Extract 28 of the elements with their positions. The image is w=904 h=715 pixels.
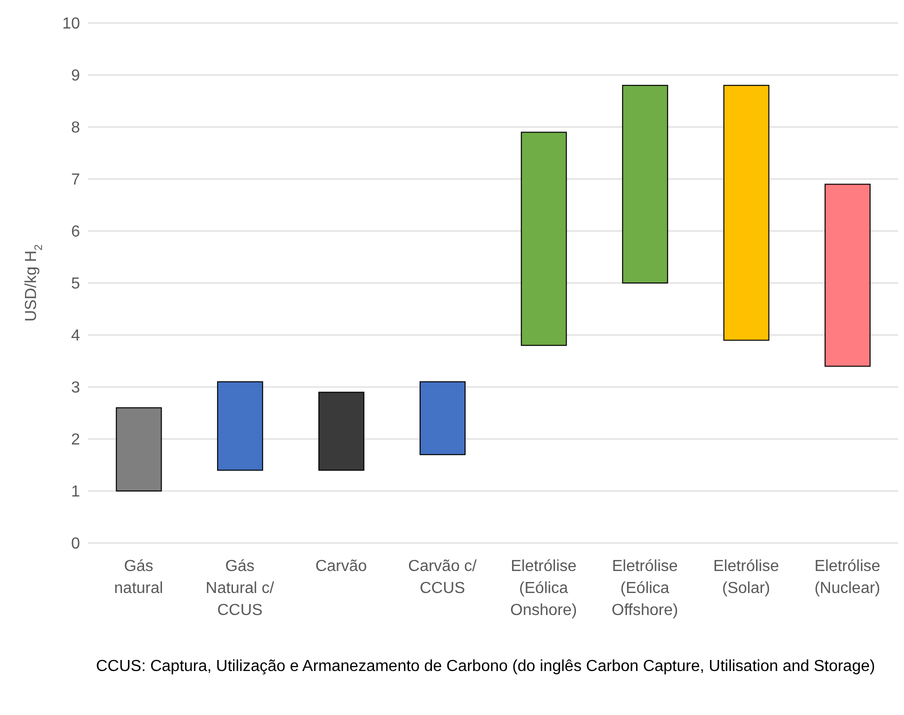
bar (723, 84, 770, 341)
y-tick-label: 2 (71, 432, 80, 449)
bar (622, 84, 668, 284)
x-tick-label: Eletrólise (Nuclear) (814, 558, 880, 597)
y-tick-label: 1 (71, 484, 80, 501)
y-tick-label: 8 (71, 120, 80, 137)
y-tick-label: 4 (71, 328, 80, 345)
y-tick-label: 0 (71, 536, 80, 553)
y-tick-label: 7 (71, 172, 80, 189)
x-tick-label: Gás Natural c/ CCUS (206, 558, 275, 619)
x-tick-label: Carvão (315, 558, 368, 575)
text: CCUS: Captura, Utilização e Armanezamento de Carbono (do inglês Carbon Capture, Utilisation and Storage) (96, 657, 876, 677)
y-tick-label: 5 (71, 276, 80, 293)
x-tick-label: Eletrólise (Eólica Onshore) (510, 558, 577, 619)
x-tick-label: Carvão c/ CCUS (408, 558, 478, 597)
x-tick-label: Eletrólise (Solar) (713, 558, 780, 597)
bar (217, 381, 264, 471)
bar (116, 407, 162, 492)
bar (420, 381, 466, 456)
y-tick-label: 3 (71, 380, 80, 397)
bar (520, 132, 567, 346)
x-tick-label: Eletrólise (Eólica Offshore) (612, 558, 678, 619)
y-tick-label: 9 (71, 68, 80, 85)
x-tick-label: Gás natural (114, 558, 164, 597)
y-tick-label: 10 (62, 16, 80, 33)
y-tick-label: 6 (71, 224, 80, 241)
bar (318, 392, 364, 471)
bar (824, 184, 871, 367)
